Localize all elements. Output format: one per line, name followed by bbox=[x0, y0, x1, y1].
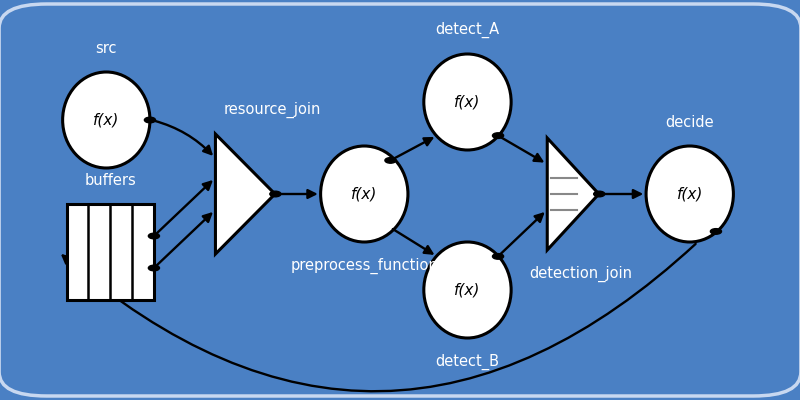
Ellipse shape bbox=[424, 54, 511, 150]
Polygon shape bbox=[215, 134, 275, 254]
Circle shape bbox=[493, 133, 503, 138]
Circle shape bbox=[144, 117, 155, 123]
Text: src: src bbox=[95, 41, 117, 56]
Text: detect_B: detect_B bbox=[435, 354, 499, 370]
FancyBboxPatch shape bbox=[0, 4, 800, 396]
Circle shape bbox=[148, 233, 159, 239]
Circle shape bbox=[385, 158, 396, 163]
Text: detect_A: detect_A bbox=[435, 22, 499, 38]
Circle shape bbox=[270, 191, 281, 197]
Text: f(x): f(x) bbox=[93, 112, 119, 128]
Polygon shape bbox=[547, 138, 599, 250]
Text: detection_join: detection_join bbox=[530, 266, 633, 282]
Bar bbox=[66, 204, 154, 300]
Text: f(x): f(x) bbox=[351, 186, 378, 202]
Text: f(x): f(x) bbox=[677, 186, 703, 202]
Circle shape bbox=[148, 265, 159, 271]
Text: f(x): f(x) bbox=[454, 282, 481, 298]
Text: f(x): f(x) bbox=[454, 94, 481, 110]
Ellipse shape bbox=[321, 146, 408, 242]
Text: preprocess_function: preprocess_function bbox=[290, 258, 438, 274]
Ellipse shape bbox=[424, 242, 511, 338]
Text: resource_join: resource_join bbox=[223, 102, 321, 118]
Ellipse shape bbox=[646, 146, 734, 242]
Circle shape bbox=[710, 229, 722, 234]
Text: decide: decide bbox=[666, 115, 714, 130]
Circle shape bbox=[493, 254, 503, 259]
Ellipse shape bbox=[62, 72, 150, 168]
Circle shape bbox=[594, 191, 605, 197]
Text: buffers: buffers bbox=[84, 173, 136, 188]
